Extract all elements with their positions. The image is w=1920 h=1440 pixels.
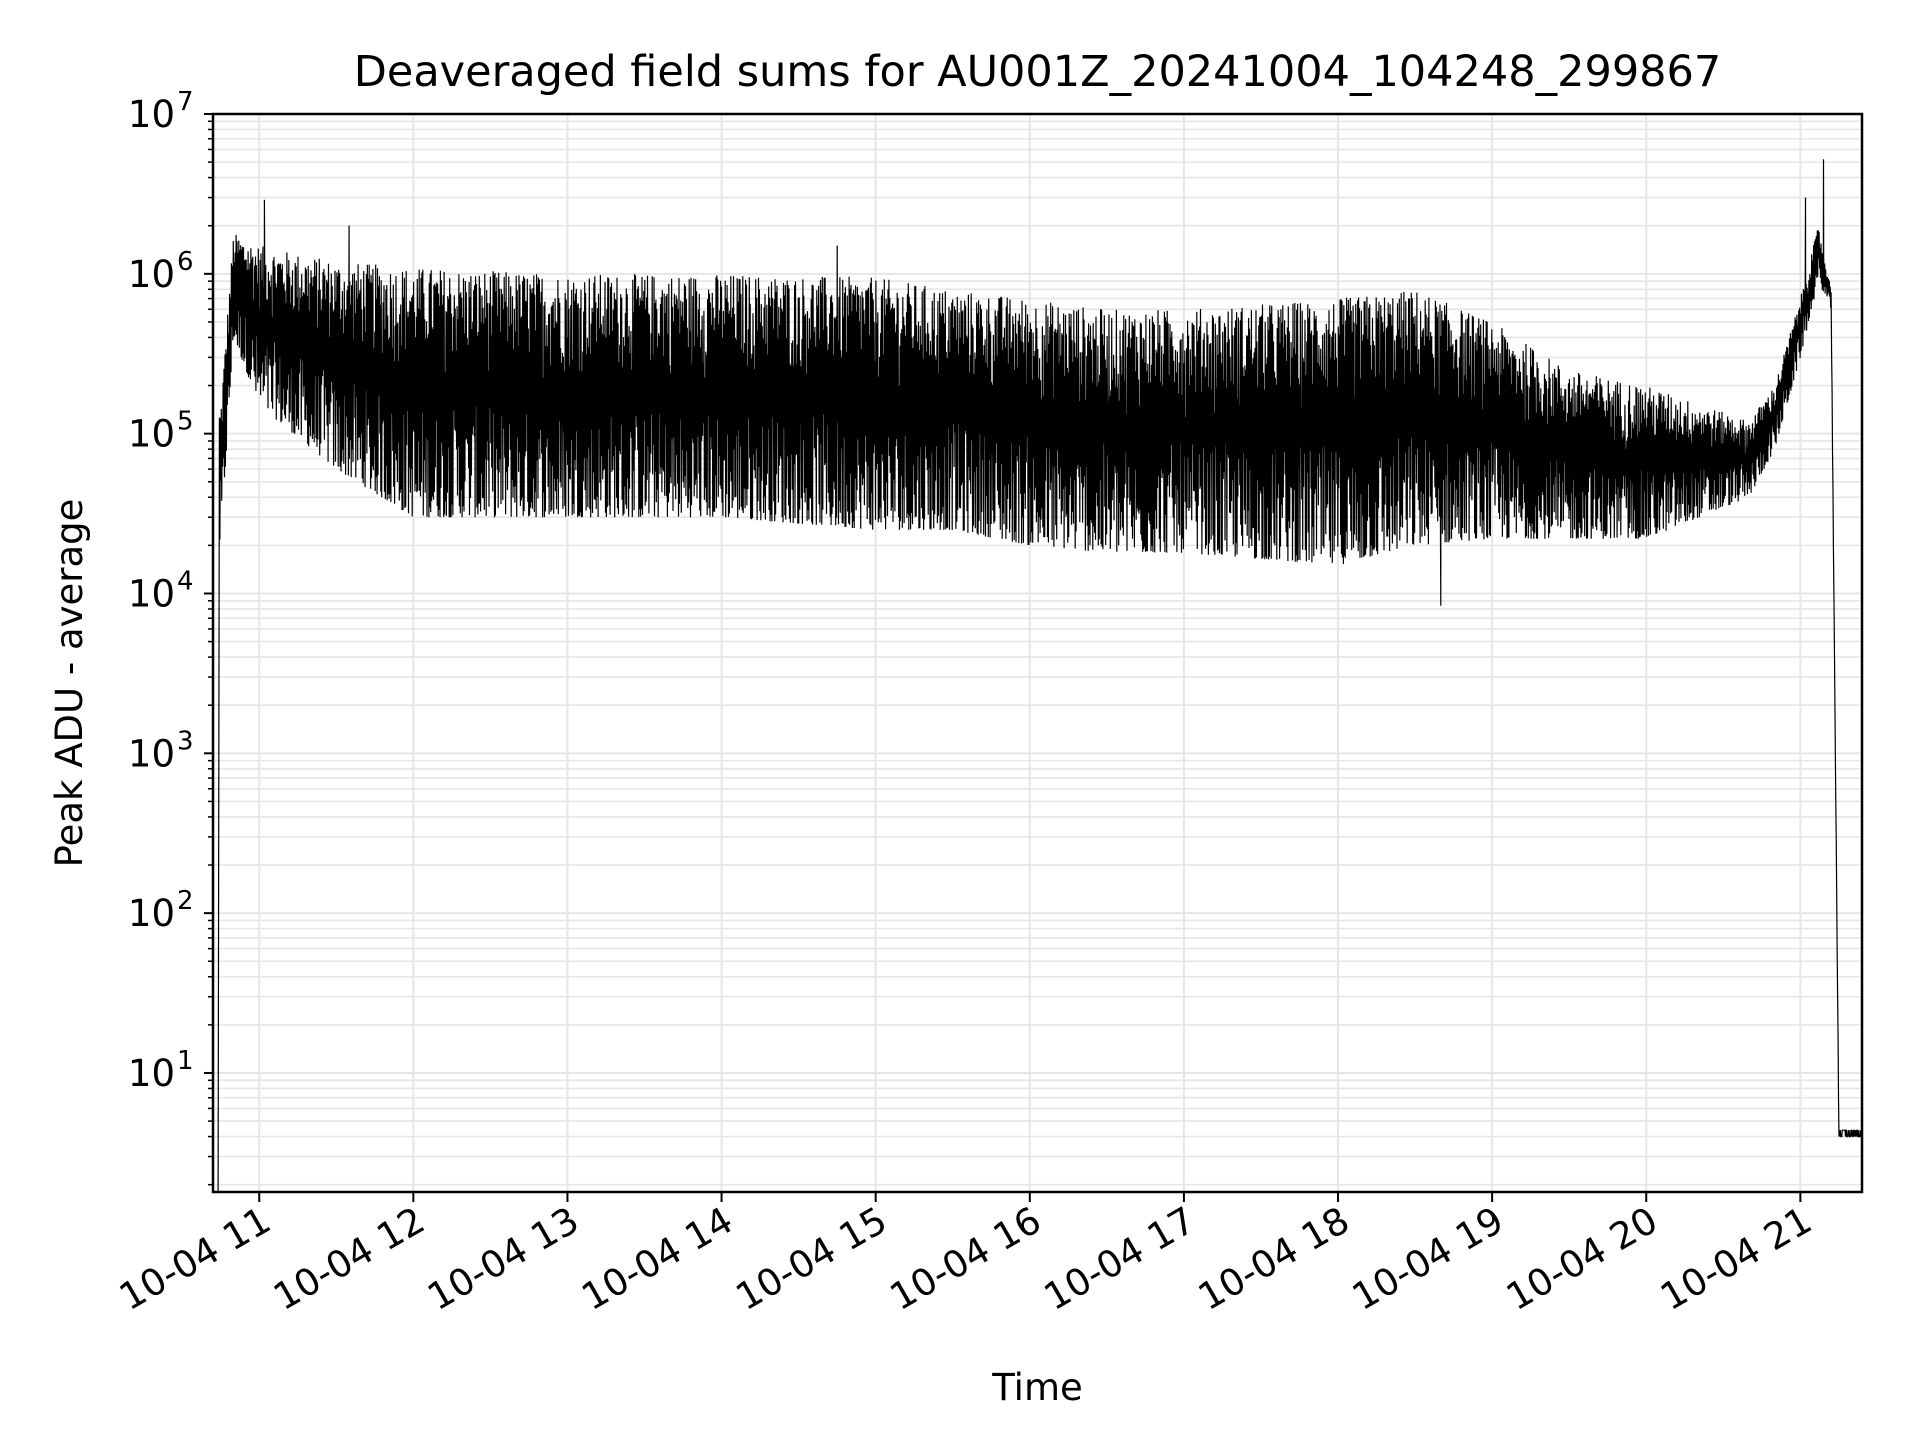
x-axis-label: Time [991, 1366, 1083, 1409]
y-tick-exponent: 4 [177, 566, 194, 596]
y-tick-label: 10 [128, 253, 175, 296]
grid [213, 113, 1862, 1192]
y-tick-exponent: 1 [177, 1046, 194, 1076]
y-axis-label: Peak ADU - average [48, 499, 91, 868]
y-tick-exponent: 6 [177, 247, 194, 277]
chart-title: Deaveraged field sums for AU001Z_2024100… [354, 47, 1722, 97]
y-tick-exponent: 3 [177, 726, 194, 756]
y-tick-label: 10 [128, 892, 175, 935]
y-tick-exponent: 5 [177, 407, 194, 437]
y-tick-label: 10 [128, 413, 175, 456]
y-tick-exponent: 2 [177, 886, 194, 916]
y-tick-label: 10 [128, 572, 175, 615]
y-tick-label: 10 [128, 732, 175, 775]
series-line [217, 159, 1862, 1193]
y-tick-exponent: 7 [177, 87, 194, 117]
y-tick-label: 10 [128, 1052, 175, 1095]
plot-frame [211, 112, 1864, 1194]
y-tick-label: 10 [128, 93, 175, 136]
series-trace [217, 159, 1862, 1192]
